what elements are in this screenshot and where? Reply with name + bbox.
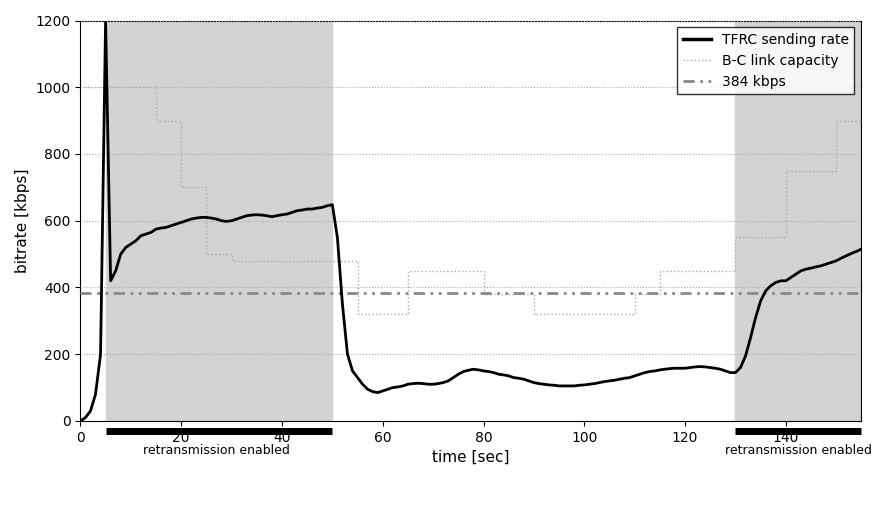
TFRC sending rate [856,246,867,252]
384 kbps [80,290,91,296]
B-C link capacity [100,84,111,90]
B-C link capacity [780,168,791,174]
B-C link capacity [528,311,539,317]
Legend: TFRC sending rate, B-C link capacity, 384 kbps: TFRC sending rate, B-C link capacity, 38… [678,28,855,94]
Line: B-C link capacity: B-C link capacity [80,87,862,314]
B-C link capacity [704,268,715,274]
B-C link capacity [176,184,187,191]
B-C link capacity [478,291,489,298]
Y-axis label: bitrate [kbps]: bitrate [kbps] [15,169,30,273]
B-C link capacity [730,234,741,241]
TFRC sending rate [100,17,111,23]
Line: TFRC sending rate: TFRC sending rate [80,20,862,421]
X-axis label: time [sec]: time [sec] [432,450,510,465]
TFRC sending rate [372,389,383,396]
B-C link capacity [327,258,338,264]
TFRC sending rate [75,418,86,424]
Text: retransmission enabled: retransmission enabled [143,444,290,457]
Text: retransmission enabled: retransmission enabled [725,444,872,457]
B-C link capacity [201,251,212,257]
B-C link capacity [579,311,590,317]
B-C link capacity [150,117,161,124]
TFRC sending rate [620,375,630,382]
TFRC sending rate [276,211,287,218]
B-C link capacity [402,268,413,274]
B-C link capacity [125,84,136,90]
B-C link capacity [629,291,640,298]
B-C link capacity [856,117,867,124]
TFRC sending rate [544,382,554,388]
B-C link capacity [831,117,841,124]
Bar [736,20,862,421]
B-C link capacity [75,84,86,90]
TFRC sending rate [402,381,413,387]
B-C link capacity [654,268,665,274]
384 kbps [75,290,86,296]
B-C link capacity [352,311,363,317]
Bar [105,20,333,421]
B-C link capacity [427,268,438,274]
B-C link capacity [226,258,237,264]
TFRC sending rate [710,365,721,371]
